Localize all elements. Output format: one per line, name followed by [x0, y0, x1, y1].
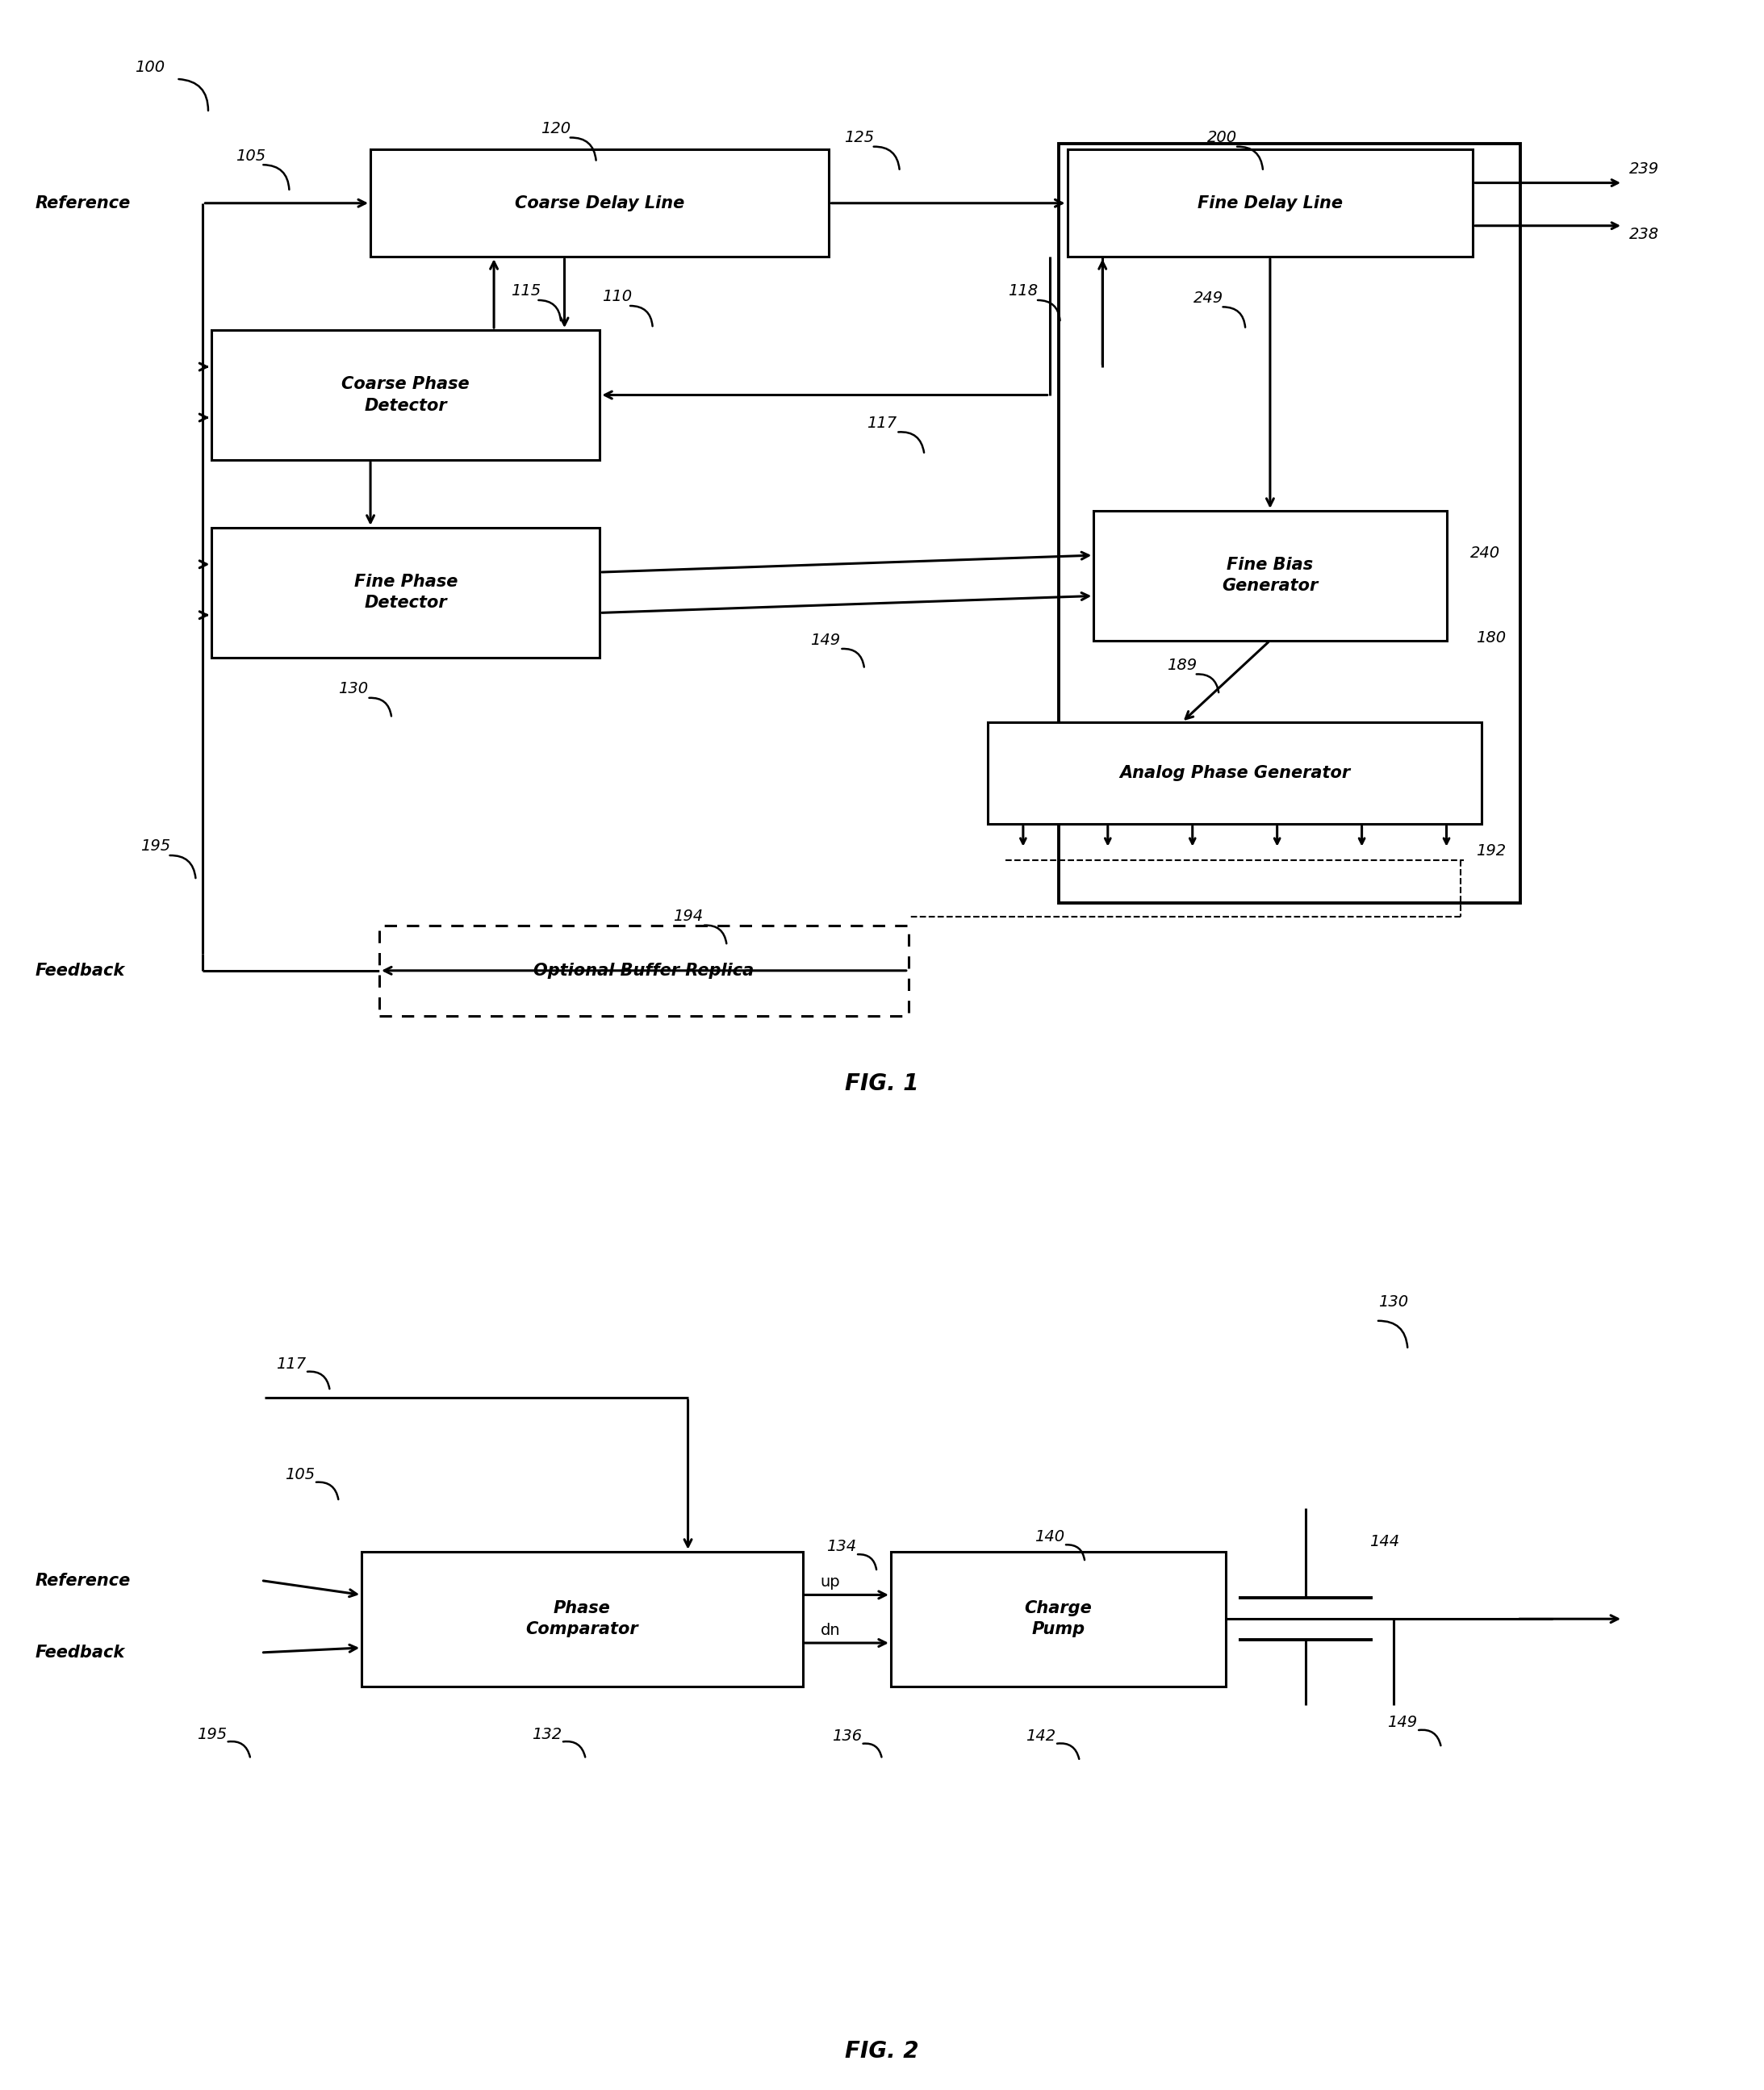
Bar [362, 1551, 803, 1687]
Text: Coarse Phase
Detector: Coarse Phase Detector [342, 376, 469, 414]
Text: 105: 105 [236, 148, 265, 163]
Bar [891, 1551, 1226, 1687]
Text: 180: 180 [1476, 629, 1505, 646]
Bar [370, 150, 829, 257]
Text: 130: 130 [1379, 1294, 1408, 1308]
Text: Reference: Reference [35, 1572, 131, 1588]
Text: 149: 149 [811, 633, 840, 648]
Text: 142: 142 [1027, 1728, 1055, 1743]
Text: Phase
Comparator: Phase Comparator [526, 1601, 639, 1639]
Text: Coarse Delay Line: Coarse Delay Line [515, 194, 684, 211]
Text: Reference: Reference [35, 194, 131, 211]
Text: Analog Phase Generator: Analog Phase Generator [1120, 765, 1349, 782]
Text: 120: 120 [542, 121, 570, 136]
Bar [379, 926, 908, 1016]
Text: 136: 136 [833, 1728, 861, 1743]
Text: 195: 195 [141, 838, 169, 855]
Bar [1094, 510, 1446, 640]
Text: Fine Phase
Detector: Fine Phase Detector [355, 575, 457, 610]
Bar [988, 723, 1482, 823]
Text: 238: 238 [1630, 228, 1658, 242]
Text: Fine Bias
Generator: Fine Bias Generator [1222, 556, 1318, 594]
Text: 100: 100 [136, 61, 164, 75]
Text: up: up [820, 1574, 840, 1590]
Text: Feedback: Feedback [35, 963, 125, 978]
Text: 192: 192 [1476, 842, 1505, 859]
Text: Optional Buffer Replica: Optional Buffer Replica [533, 963, 755, 978]
Text: 240: 240 [1471, 545, 1499, 560]
Text: Feedback: Feedback [35, 1645, 125, 1662]
Text: FIG. 1: FIG. 1 [845, 1072, 919, 1095]
Bar [212, 330, 600, 460]
Text: 130: 130 [339, 681, 367, 696]
Text: FIG. 2: FIG. 2 [845, 2040, 919, 2063]
Bar [212, 527, 600, 658]
Text: dn: dn [820, 1622, 840, 1639]
Text: 105: 105 [286, 1467, 314, 1482]
Bar [1067, 150, 1473, 257]
Text: 189: 189 [1168, 658, 1196, 673]
Text: 117: 117 [868, 416, 896, 431]
Bar [1058, 144, 1521, 903]
Text: 239: 239 [1630, 161, 1658, 178]
Text: 195: 195 [198, 1726, 226, 1741]
Text: 118: 118 [1009, 284, 1037, 299]
Text: 194: 194 [674, 909, 702, 924]
Text: 149: 149 [1388, 1716, 1416, 1731]
Text: 117: 117 [277, 1356, 305, 1371]
Text: 110: 110 [603, 288, 632, 305]
Text: 115: 115 [512, 284, 540, 299]
Text: 144: 144 [1371, 1534, 1399, 1549]
Text: 200: 200 [1208, 130, 1237, 146]
Text: Charge
Pump: Charge Pump [1025, 1601, 1092, 1639]
Text: Fine Delay Line: Fine Delay Line [1198, 194, 1342, 211]
Text: 125: 125 [845, 130, 873, 146]
Text: 249: 249 [1194, 291, 1222, 305]
Text: 140: 140 [1035, 1530, 1064, 1545]
Text: 134: 134 [827, 1538, 856, 1555]
Text: 132: 132 [533, 1726, 561, 1741]
